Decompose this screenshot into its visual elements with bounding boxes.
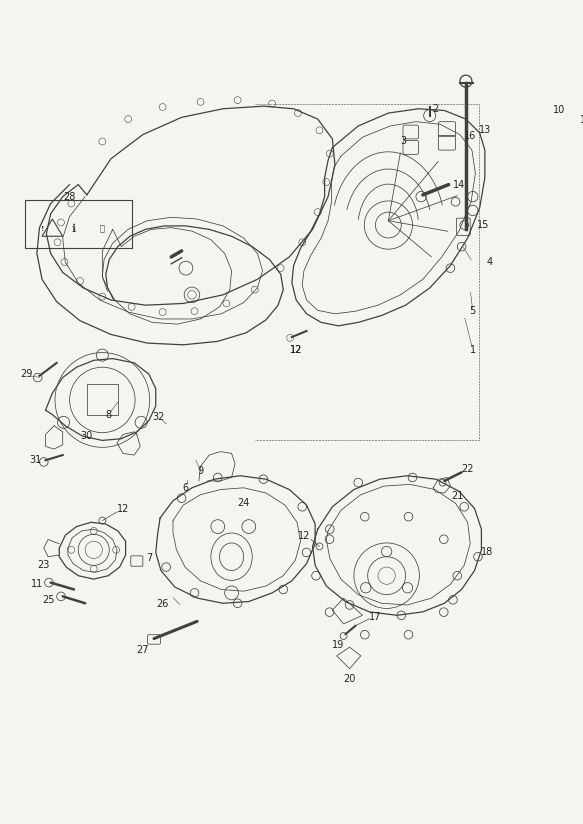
- Text: 9: 9: [198, 466, 203, 475]
- Text: 4: 4: [487, 257, 493, 267]
- Text: 8: 8: [106, 410, 111, 419]
- Text: 2: 2: [433, 104, 439, 114]
- Text: 6: 6: [183, 483, 189, 493]
- Text: 14: 14: [453, 180, 465, 190]
- Text: ℹ: ℹ: [72, 223, 76, 233]
- Text: 10: 10: [553, 105, 565, 115]
- Text: 23: 23: [37, 560, 50, 570]
- Text: 1: 1: [470, 345, 476, 355]
- Text: 17: 17: [369, 612, 382, 622]
- Text: 7: 7: [146, 554, 152, 564]
- Text: 11: 11: [31, 579, 43, 589]
- Text: 12: 12: [290, 345, 303, 355]
- Text: 13: 13: [479, 125, 491, 135]
- Text: 28: 28: [64, 192, 76, 202]
- Text: 5: 5: [470, 307, 476, 316]
- Text: 25: 25: [42, 595, 54, 605]
- Text: 12: 12: [117, 504, 129, 514]
- Text: 15: 15: [477, 220, 490, 230]
- Text: 32: 32: [152, 412, 164, 422]
- Text: 20: 20: [343, 674, 356, 684]
- Text: 27: 27: [136, 644, 149, 655]
- Text: 19: 19: [332, 639, 345, 649]
- Text: 30: 30: [80, 431, 93, 441]
- Text: 31: 31: [29, 455, 41, 466]
- Text: 16: 16: [464, 131, 476, 142]
- Text: 🛢: 🛢: [100, 224, 105, 233]
- Text: 12: 12: [290, 345, 303, 355]
- Text: 26: 26: [156, 599, 169, 609]
- Text: 24: 24: [237, 499, 250, 508]
- Text: 21: 21: [451, 491, 463, 502]
- Text: 29: 29: [20, 369, 33, 379]
- Text: 18: 18: [482, 547, 494, 557]
- Text: 22: 22: [461, 464, 474, 474]
- Text: 12: 12: [298, 531, 310, 541]
- Text: 3: 3: [400, 136, 406, 146]
- Text: !: !: [41, 226, 44, 232]
- Text: 11: 11: [581, 115, 583, 125]
